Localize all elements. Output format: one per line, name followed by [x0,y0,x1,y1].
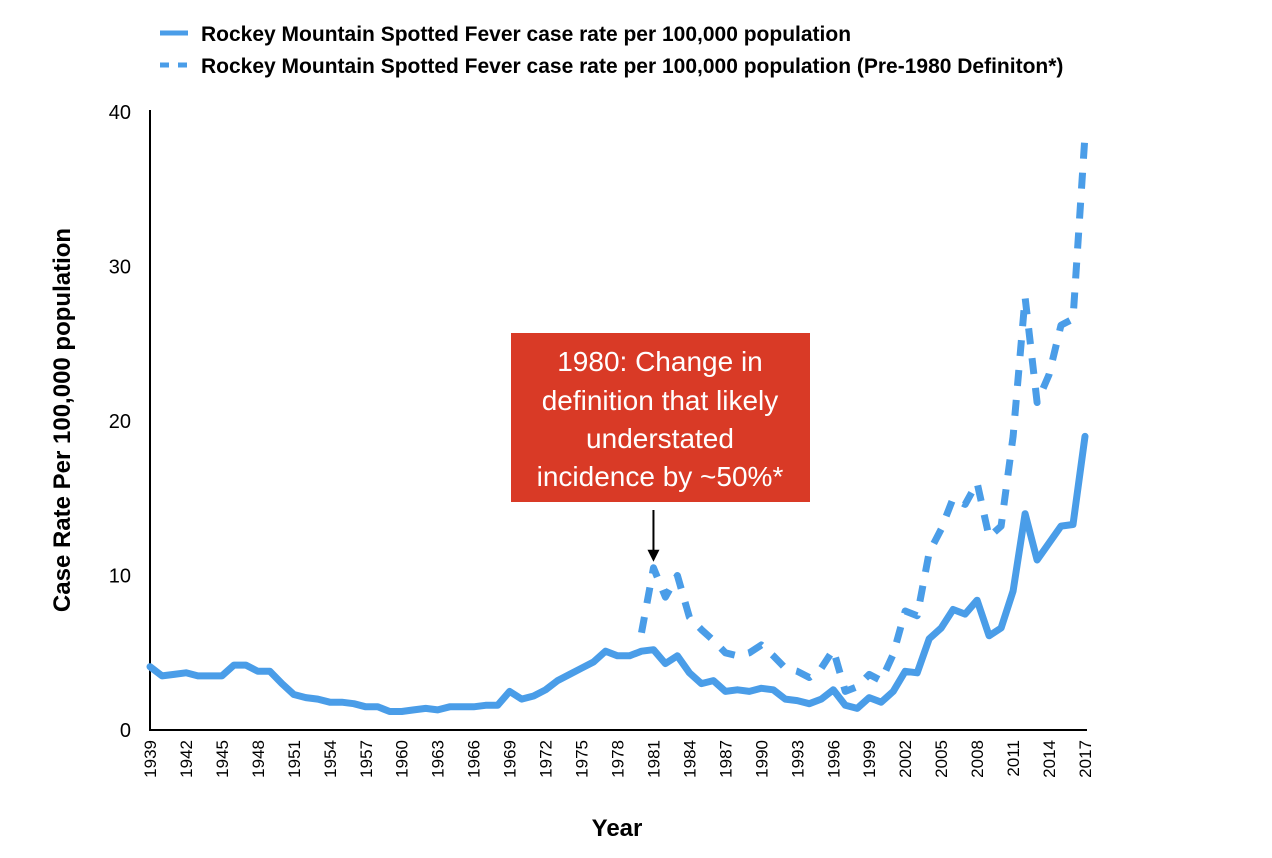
x-tick-label: 1981 [644,740,663,778]
x-tick-label: 1939 [141,740,160,778]
x-tick-label: 1957 [357,740,376,778]
x-tick-label: 1951 [285,740,304,778]
series-layer [146,134,1089,715]
callout-line-4: incidence by ~50%* [537,461,784,492]
x-tick-label: 1948 [249,740,268,778]
callout-arrowhead [647,549,660,562]
x-tick-label: 1960 [393,740,412,778]
x-tick-label: 2017 [1076,740,1095,778]
x-tick-label: 1990 [752,740,771,778]
x-tick-label: 1987 [716,740,735,778]
x-tick-label: 1972 [537,740,556,778]
x-tick-labels: 1939 1942 1945 1948 1951 1954 1957 1960 1963 1966… [141,740,1095,778]
y-axis-title: Case Rate Per 100,000 population [49,228,76,612]
y-tick-label: 40 [109,102,131,124]
legend-label-solid: Rockey Mountain Spotted Fever case rate … [201,23,851,46]
callout-line-3: understated [586,423,734,454]
x-tick-label: 1996 [824,740,843,778]
x-tick-label: 1963 [429,740,448,778]
x-tick-label: 1975 [573,740,592,778]
y-tick-label: 10 [109,566,131,588]
legend-label-dashed: Rockey Mountain Spotted Fever case rate … [201,55,1063,78]
x-tick-label: 1945 [213,740,232,778]
callout-line-1: 1980: Change in [557,346,763,377]
y-tick-labels: 0 10 20 30 40 [109,102,131,742]
x-tick-label: 2008 [968,740,987,778]
x-tick-label: 2011 [1004,740,1023,777]
definition-change-callout: 1980: Change in definition that likely u… [511,333,810,562]
x-tick-label: 2014 [1040,740,1059,778]
x-tick-label: 1993 [788,740,807,778]
x-tick-label: 1966 [465,740,484,778]
x-tick-label: 1999 [860,740,879,778]
x-tick-label: 1954 [321,740,340,778]
x-tick-label: 1984 [680,740,699,778]
x-tick-label: 2002 [896,740,915,778]
x-axis-title: Year [592,815,643,842]
x-tick-label: 1978 [609,740,628,778]
x-tick-label: 1942 [177,740,196,778]
callout-box [511,333,810,502]
x-tick-label: 2005 [932,740,951,778]
y-tick-label: 0 [120,720,131,742]
legend: Rockey Mountain Spotted Fever case rate … [160,23,1063,78]
callout-line-2: definition that likely [542,385,779,416]
x-tick-label: 1969 [501,740,520,778]
y-tick-label: 30 [109,257,131,279]
y-tick-label: 20 [109,411,131,433]
series-line-case-rate [146,432,1089,715]
